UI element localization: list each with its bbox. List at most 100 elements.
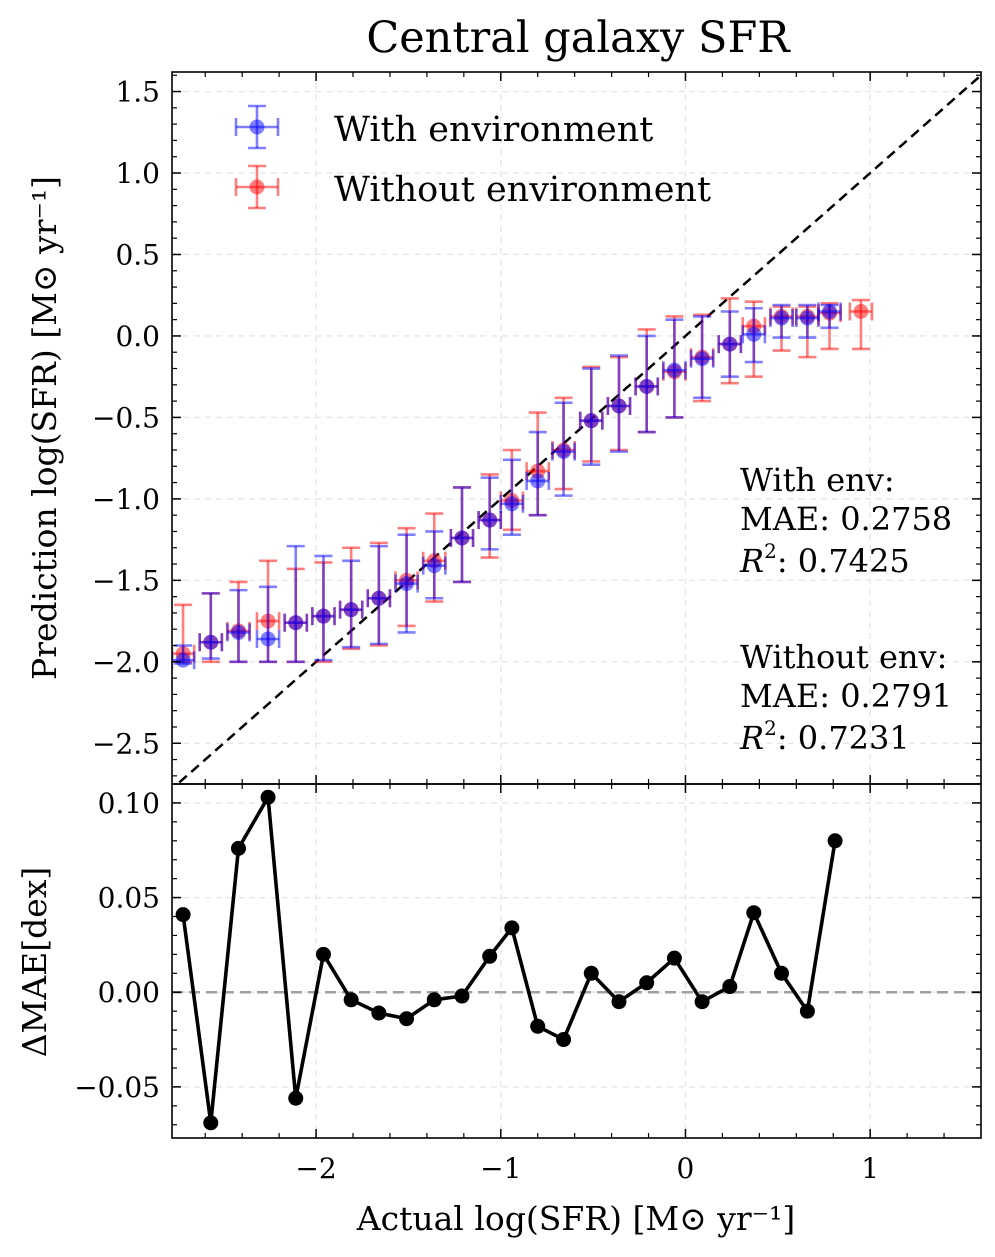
marker [504,496,520,512]
delta-mae-point-24 [827,833,843,849]
marker [315,608,331,624]
point-0-13 [525,430,551,517]
delta-y-axis-label: ΔMAE[dex] [15,867,54,1058]
stats-with-env-r2-value: : 0.7425 [777,542,910,580]
y-tick-label-7: −2.0 [92,646,160,679]
point-0-18 [662,318,687,419]
y-tick-label-5: −1.0 [92,483,160,516]
point-0-5 [311,554,336,662]
point-0-24 [817,302,842,330]
y-tick-label-1: 0.05 [98,882,160,915]
marker [203,634,219,650]
point-0-12 [499,458,525,537]
marker [288,615,304,631]
chart-title: Central galaxy SFR [366,13,791,63]
point-0-17 [634,334,660,434]
y-tick-label-2: 0.5 [115,238,160,271]
y-tick-label-2: 0.00 [98,976,160,1009]
main-y-axis-label: Prediction log(SFR) [M⊙ yr⁻¹] [25,176,64,680]
point-0-7 [366,544,392,646]
identity-reference-line [175,73,981,784]
delta-mae-point-4 [288,1090,304,1106]
legend-label-without-environment: Without environment [334,170,711,210]
delta-mae-point-11 [482,948,498,964]
marker [530,473,546,489]
marker [694,351,710,367]
delta-mae-point-1 [203,1115,219,1131]
point-0-15 [578,367,604,466]
marker [230,624,246,640]
delta-mae-point-20 [722,979,738,995]
point-0-19 [689,315,715,400]
delta-ticks: −2 −1 0 1 0.10 0.05 0.00 −0.05 [74,783,981,1185]
delta-mae-point-18 [666,950,682,966]
marker [611,398,627,414]
delta-mae-point-2 [230,840,246,856]
marker [371,590,387,606]
y-tick-label-0: 1.5 [115,76,160,109]
stats-with-env-r2: R2: 0.7425 [739,539,910,580]
delta-mae-point-0 [175,907,191,923]
delta-grid [172,784,981,1138]
y-tick-label-0: 0.10 [98,787,160,820]
marker [853,304,869,320]
point-0-22 [769,303,794,339]
x-tick-label-3: 1 [861,1152,879,1185]
marker [746,326,762,342]
delta-mae-point-3 [260,789,276,805]
delta-mae-point-12 [504,920,520,936]
delta-mae-point-8 [399,1011,415,1027]
stats-without-env-r2: R2: 0.7231 [739,716,910,757]
delta-panel: −2 −1 0 1 0.10 0.05 0.00 −0.05 ΔMAE[dex] [15,783,982,1185]
y-tick-label-3: −0.05 [74,1071,160,1104]
point-0-1 [198,592,224,660]
stats-with-env-label: With env: [740,461,895,499]
series-with-environment [172,302,842,670]
y-tick-label-6: −1.5 [92,564,160,597]
stats-with-env-mae: MAE: 0.2758 [740,500,952,538]
delta-mae-point-6 [343,992,359,1008]
delta-mae-point-19 [694,994,710,1010]
point-0-14 [551,401,576,497]
marker [556,444,572,460]
y-tick-label-1: 1.0 [115,157,160,190]
y-tick-label-3: 0.0 [115,320,160,353]
point-0-8 [394,533,419,634]
point-0-9 [421,530,447,600]
stats-without-env-label: Without env: [740,638,947,676]
main-panel: 1.5 1.0 0.5 0.0 −0.5 −1.0 −1.5 −2.0 −2.5 With en… [25,71,982,785]
point-0-11 [477,476,503,551]
marker [399,576,415,592]
delta-mae-point-5 [315,946,331,962]
point-1-25 [848,298,874,351]
delta-mae-point-21 [746,905,762,921]
delta-mae-series [175,789,843,1131]
stats-without-env-mae: MAE: 0.2791 [740,677,952,715]
point-0-4 [283,544,309,664]
y-tick-label-8: −2.5 [92,727,160,760]
delta-mae-point-13 [530,1018,546,1034]
legend-marker-without-environment [234,164,280,210]
delta-mae-point-9 [426,992,442,1008]
legend-marker-with-environment [234,104,280,150]
x-axis-label: Actual log(SFR) [M⊙ yr⁻¹] [356,1199,795,1238]
delta-mae-point-16 [611,994,627,1010]
point-0-3 [255,585,281,664]
marker [426,558,442,574]
legend-label-with-environment: With environment [334,110,653,150]
stats-without-env-r2-value: : 0.7231 [777,719,910,757]
point-0-6 [338,559,364,649]
marker [583,413,599,429]
y-tick-label-4: −0.5 [92,401,160,434]
point-0-20 [717,310,743,378]
marker [666,362,682,378]
delta-mae-point-22 [774,965,790,981]
delta-mae-point-23 [799,1003,815,1019]
delta-mae-point-17 [639,975,655,991]
marker [774,310,790,326]
marker [822,304,838,320]
main-ticks: 1.5 1.0 0.5 0.0 −0.5 −1.0 −1.5 −2.0 −2.5 [92,72,981,784]
marker [482,512,498,528]
legend: With environment Without environment [234,104,711,210]
